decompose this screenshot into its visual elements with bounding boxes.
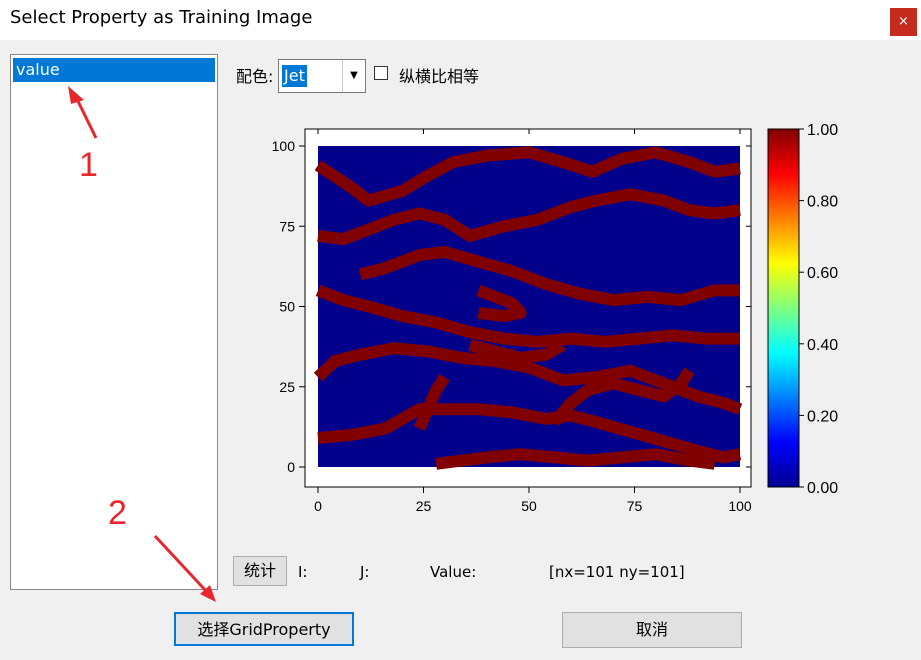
x-tick-label: 25 bbox=[416, 498, 432, 514]
channel-path bbox=[317, 403, 742, 464]
y-tick-label: 50 bbox=[279, 299, 295, 315]
channel-path bbox=[358, 245, 740, 307]
colorbar-tick-label: 0.20 bbox=[807, 408, 838, 425]
y-axis: 100 75 50 25 0 bbox=[272, 138, 751, 475]
window-title: Select Property as Training Image bbox=[10, 7, 313, 28]
aspect-label: 纵横比相等 bbox=[399, 67, 480, 86]
channel-path bbox=[435, 448, 716, 470]
colorbar-tick-label: 0.60 bbox=[807, 265, 838, 282]
cancel-button[interactable]: 取消 bbox=[562, 612, 742, 648]
y-tick-label: 100 bbox=[272, 138, 296, 154]
j-readout: J: bbox=[360, 563, 370, 581]
channel-path bbox=[476, 284, 527, 323]
channel-layer bbox=[313, 146, 743, 470]
x-tick-label: 0 bbox=[314, 498, 322, 514]
aspect-checkbox[interactable] bbox=[374, 66, 388, 80]
i-readout: I: bbox=[298, 563, 308, 581]
channel-path bbox=[314, 146, 741, 207]
colorbar-tick-label: 0.00 bbox=[807, 480, 838, 497]
colormap-select[interactable]: Jet ▼ bbox=[278, 59, 366, 93]
annotation-marker-1: 1 bbox=[79, 146, 98, 184]
select-grid-property-button[interactable]: 选择GridProperty bbox=[174, 612, 354, 646]
title-bar: Select Property as Training Image × bbox=[0, 0, 921, 40]
channel-path bbox=[313, 342, 743, 415]
property-list[interactable]: value bbox=[10, 54, 218, 590]
annotation-marker-2: 2 bbox=[108, 494, 127, 532]
x-tick-label: 50 bbox=[521, 498, 537, 514]
y-tick-label: 0 bbox=[287, 459, 295, 475]
colorbar-axis: 1.00 0.80 0.60 0.40 0.20 0.00 bbox=[799, 122, 838, 497]
grid-size-readout: [nx=101 ny=101] bbox=[549, 563, 685, 581]
x-axis: 0 25 50 75 100 bbox=[314, 129, 752, 514]
channel-path bbox=[549, 367, 695, 427]
value-readout: Value: bbox=[430, 563, 477, 581]
chevron-down-icon[interactable]: ▼ bbox=[342, 60, 365, 92]
y-tick-label: 75 bbox=[279, 218, 295, 234]
colormap-value: Jet bbox=[282, 65, 307, 87]
channel-path bbox=[317, 188, 741, 246]
channel-path bbox=[413, 373, 450, 431]
channel-path bbox=[468, 339, 566, 364]
list-item[interactable]: value bbox=[13, 58, 215, 82]
channel-path bbox=[315, 284, 740, 348]
close-button[interactable]: × bbox=[890, 8, 917, 36]
colormap-label: 配色: bbox=[236, 67, 274, 86]
heatmap-plot: 0 25 50 75 100 100 75 50 25 0 1.00 0.80 0.60 0.40 0.… bbox=[272, 122, 839, 514]
colorbar-tick-label: 0.40 bbox=[807, 337, 838, 354]
colorbar-tick-label: 0.80 bbox=[807, 194, 838, 211]
x-tick-label: 75 bbox=[627, 498, 643, 514]
x-tick-label: 100 bbox=[728, 498, 752, 514]
colorbar bbox=[767, 128, 800, 488]
y-tick-label: 25 bbox=[279, 379, 295, 395]
colorbar-tick-label: 1.00 bbox=[807, 122, 838, 139]
statistics-button[interactable]: 统计 bbox=[233, 556, 287, 586]
